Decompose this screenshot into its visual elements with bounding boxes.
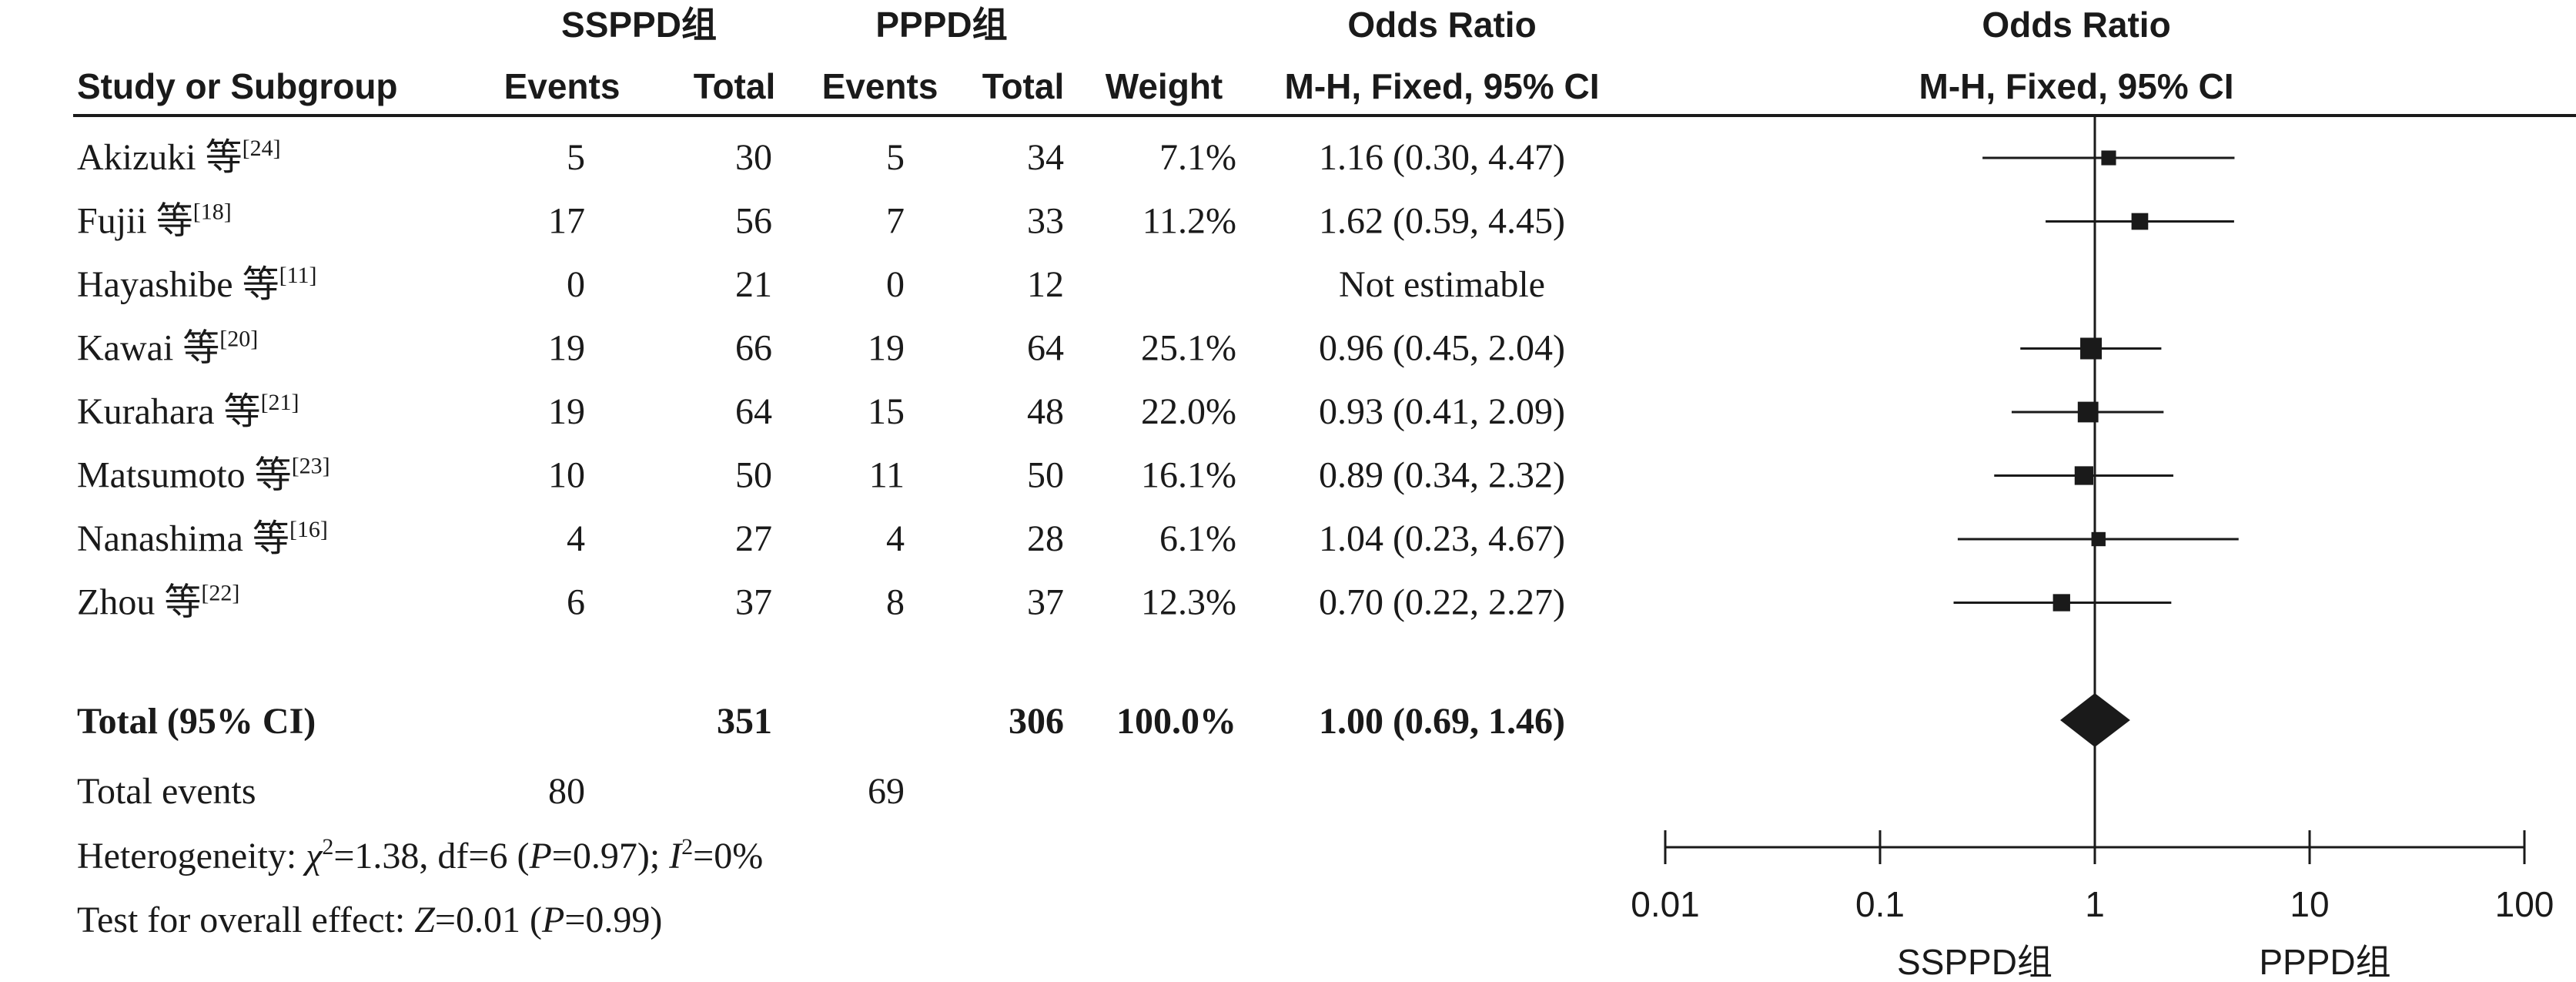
weight-cell: 25.1% (1141, 328, 1236, 369)
total-events2: 69 (868, 771, 905, 812)
total2-cell: 12 (1027, 264, 1064, 305)
events1-cell: 19 (548, 391, 585, 432)
ci-cell: 1.04 (0.23, 4.67) (1319, 518, 1565, 559)
effect-square (2052, 594, 2070, 612)
events1-cell: 6 (567, 582, 585, 623)
study-name: Nanashima 等[16] (77, 517, 328, 559)
total1-column-header: Total (694, 66, 775, 106)
events2-cell: 19 (868, 328, 905, 369)
events2-cell: 4 (886, 518, 905, 559)
weight-cell: 11.2% (1142, 201, 1236, 242)
ci-cell: 1.62 (0.59, 4.45) (1319, 201, 1565, 242)
total2-cell: 64 (1027, 328, 1064, 369)
x-tick-label: 1 (2085, 884, 2105, 924)
events2-cell: 15 (868, 391, 905, 432)
total1-cell: 66 (735, 328, 772, 369)
study-name: Hayashibe 等[11] (77, 263, 316, 305)
total1-cell: 27 (735, 518, 772, 559)
total2-cell: 37 (1027, 582, 1064, 623)
group1-header: SSPPD组 (561, 5, 717, 45)
study-name: Matsumoto 等[23] (77, 454, 330, 496)
events1-cell: 4 (567, 518, 585, 559)
events2-cell: 11 (869, 455, 905, 496)
odds-ratio-header: Odds Ratio (1347, 5, 1536, 45)
ci-cell: 0.93 (0.41, 2.09) (1319, 391, 1565, 432)
total-events1: 80 (548, 771, 585, 812)
total-events-label: Total events (77, 771, 256, 812)
total1-cell: 50 (735, 455, 772, 496)
events1-cell: 0 (567, 264, 585, 305)
total2-cell: 50 (1027, 455, 1064, 496)
study-name: Zhou 等[22] (77, 581, 239, 623)
effect-square (2091, 531, 2106, 547)
effect-square (2074, 466, 2093, 485)
weight-cell: 22.0% (1141, 391, 1236, 432)
events2-cell: 0 (886, 264, 905, 305)
ci-cell: 0.70 (0.22, 2.27) (1319, 582, 1565, 623)
ci-cell: 1.16 (0.30, 4.47) (1319, 137, 1565, 178)
plot-odds-ratio-header: Odds Ratio (1982, 5, 2170, 45)
weight-cell: 7.1% (1159, 137, 1236, 178)
events1-cell: 19 (548, 328, 585, 369)
total2-cell: 48 (1027, 391, 1064, 432)
total-ci: 1.00 (0.69, 1.46) (1319, 701, 1565, 742)
x-tick-label: 10 (2290, 884, 2329, 924)
effect-square (2080, 337, 2103, 360)
effect-square (2131, 213, 2149, 230)
method-column-header: M-H, Fixed, 95% CI (1285, 66, 1600, 106)
total1-sum: 351 (717, 701, 772, 742)
heterogeneity-text: Heterogeneity: χ2=1.38, df=6 (P=0.97); I… (77, 834, 763, 876)
total-weight: 100.0% (1116, 701, 1236, 742)
total-label: Total (95% CI) (77, 701, 316, 742)
total1-cell: 30 (735, 137, 772, 178)
group2-header: PPPD组 (875, 5, 1007, 45)
plot-method-header: M-H, Fixed, 95% CI (1919, 66, 2234, 106)
total1-cell: 56 (735, 201, 772, 242)
events1-cell: 10 (548, 455, 585, 496)
x-tick-label: 0.01 (1631, 884, 1700, 924)
total1-cell: 37 (735, 582, 772, 623)
study-name: Fujii 等[18] (77, 199, 232, 242)
events1-cell: 17 (548, 201, 585, 242)
events1-column-header: Events (504, 66, 621, 106)
total1-cell: 21 (735, 264, 772, 305)
favours-right-label: PPPD组 (2259, 942, 2390, 978)
weight-cell: 16.1% (1141, 455, 1236, 496)
events2-column-header: Events (822, 66, 938, 106)
study-name: Kurahara 等[21] (77, 390, 299, 432)
ci-cell: Not estimable (1339, 264, 1545, 305)
x-tick-label: 0.1 (1855, 884, 1905, 924)
total1-cell: 64 (735, 391, 772, 432)
weight-column-header: Weight (1106, 66, 1223, 106)
events2-cell: 7 (886, 201, 905, 242)
overall-effect-text: Test for overall effect: Z=0.01 (P=0.99) (77, 900, 662, 940)
weight-cell: 12.3% (1141, 582, 1236, 623)
total2-cell: 33 (1027, 201, 1064, 242)
study-column-header: Study or Subgroup (77, 66, 398, 106)
total2-sum: 306 (1009, 701, 1064, 742)
events2-cell: 8 (886, 582, 905, 623)
study-name: Kawai 等[20] (77, 327, 258, 369)
effect-square (2101, 150, 2116, 166)
weight-cell: 6.1% (1159, 518, 1236, 559)
x-tick-label: 100 (2495, 884, 2554, 924)
ci-cell: 0.89 (0.34, 2.32) (1319, 455, 1565, 496)
total2-column-header: Total (982, 66, 1064, 106)
total2-cell: 28 (1027, 518, 1064, 559)
total2-cell: 34 (1027, 137, 1064, 178)
ci-cell: 0.96 (0.45, 2.04) (1319, 328, 1565, 369)
events1-cell: 5 (567, 137, 585, 178)
study-name: Akizuki 等[24] (77, 136, 281, 178)
events2-cell: 5 (886, 137, 905, 178)
favours-left-label: SSPPD组 (1897, 942, 2052, 978)
